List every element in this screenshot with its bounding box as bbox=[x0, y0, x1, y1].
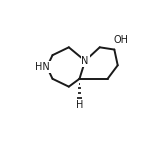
Text: HN: HN bbox=[35, 62, 50, 72]
Text: OH: OH bbox=[114, 35, 129, 45]
Text: N: N bbox=[81, 56, 89, 66]
Text: H: H bbox=[76, 100, 83, 110]
